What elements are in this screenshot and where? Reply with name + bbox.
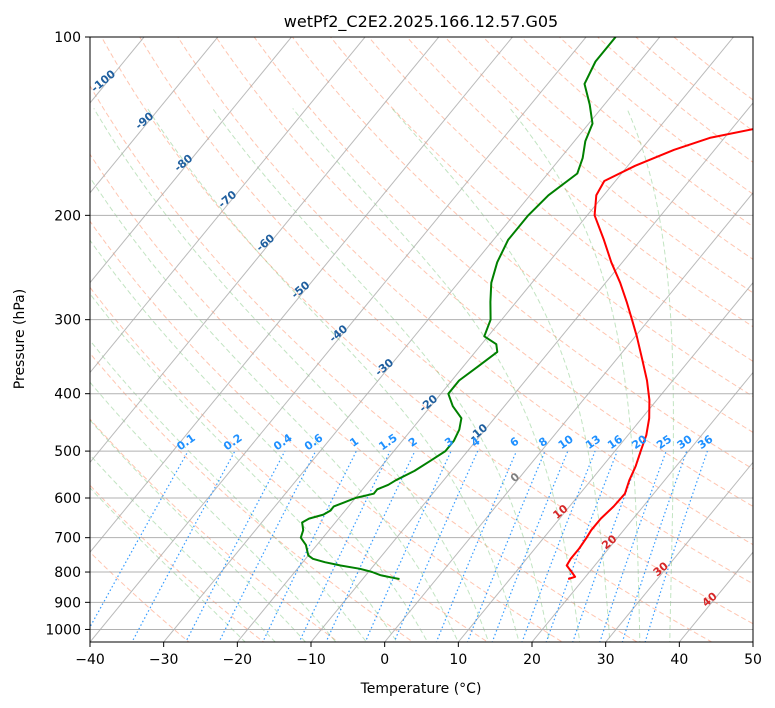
mixing-ratio-line (185, 450, 286, 642)
isotherm-line (531, 371, 753, 642)
mixing-ratio-line (621, 450, 688, 642)
dry-adiabat-line (90, 220, 564, 642)
isotherm-line (90, 37, 587, 642)
isotherm-line (236, 37, 735, 642)
dry-adiabat-line (367, 37, 753, 362)
dry-adiabat-line (596, 37, 753, 163)
dry-adiabat-line (520, 37, 753, 228)
mixing-ratio-line (572, 450, 643, 642)
moist-adiabat-line (90, 454, 276, 642)
isotherm-line (90, 37, 514, 553)
x-tick-label: −20 (223, 652, 253, 668)
moist-adiabat-line (626, 108, 674, 642)
dry-adiabat-line (253, 37, 753, 470)
plot-area (90, 37, 753, 642)
moist-adiabat-line (90, 487, 246, 642)
mixing-ratio-line (599, 450, 667, 642)
dry-adiabat-line (90, 352, 414, 642)
isotherm-line (605, 461, 753, 642)
x-tick-label: −40 (75, 652, 105, 668)
dry-adiabat-line (482, 37, 753, 260)
isotherm-line (310, 102, 753, 642)
x-tick-label: −30 (149, 652, 179, 668)
dry-adiabat-line (444, 37, 753, 294)
isotherm-line (457, 281, 753, 642)
moist-adiabat-line (147, 108, 520, 642)
y-axis-label: Pressure (hPa) (12, 289, 28, 389)
dry-adiabat-line (139, 37, 753, 585)
dry-adiabat-line (177, 37, 753, 546)
dry-adiabat-line (90, 418, 340, 642)
mixing-ratio-line (262, 450, 357, 642)
temperature-profile (565, 128, 753, 580)
y-tick-label: 800 (54, 565, 81, 581)
y-tick-label: 100 (54, 30, 81, 46)
axis-ticks: −40 −30 −20 −10 0 10 20 30 40 50 100 200 300 400 500 60… (45, 30, 762, 668)
moist-adiabat-line (90, 339, 367, 642)
mixing-ratio-line (131, 450, 236, 642)
x-tick-label: 30 (597, 652, 615, 668)
plot-frame (89, 36, 754, 643)
isotherm-line (163, 37, 661, 642)
isotherm-line (90, 37, 293, 284)
moist-adiabat-line (391, 108, 611, 642)
moist-adiabat-line (93, 108, 490, 642)
mixing-ratio-line (298, 450, 391, 642)
y-tick-label: 500 (54, 444, 81, 460)
dry-adiabat-line (90, 286, 489, 642)
mixing-ratio-line (393, 450, 479, 642)
y-tick-label: 900 (54, 595, 81, 611)
isotherm-line (384, 192, 753, 642)
dry-adiabat-line (215, 37, 753, 507)
mixing-ratio-line (466, 450, 546, 642)
x-tick-label: 40 (670, 652, 688, 668)
moist-adiabat-line (90, 292, 398, 642)
y-tick-label: 600 (54, 491, 81, 507)
dewpoint-profile (299, 37, 617, 580)
x-tick-label: −10 (296, 652, 326, 668)
dry-adiabat-line (90, 153, 639, 642)
moist-adiabat-line (90, 419, 307, 642)
sounding-profiles (299, 37, 753, 580)
moist-adiabat-line (90, 239, 429, 642)
dry-adiabat-line (635, 37, 753, 132)
y-tick-label: 1000 (45, 622, 81, 638)
x-tick-label: 20 (523, 652, 541, 668)
dry-adiabat-line (291, 37, 753, 433)
y-tick-label: 400 (54, 387, 81, 403)
x-axis-label: Temperature (°C) (360, 681, 482, 697)
isotherm-line (90, 37, 440, 464)
dry-adiabat-line (329, 37, 753, 398)
y-tick-label: 700 (54, 531, 81, 547)
moist-adiabat-line (509, 108, 641, 642)
isotherm-line (90, 37, 219, 194)
x-tick-label: 10 (449, 652, 467, 668)
y-tick-label: 200 (54, 208, 81, 224)
x-tick-label: 0 (380, 652, 389, 668)
y-tick-label: 300 (54, 313, 81, 329)
x-tick-label: 50 (744, 652, 762, 668)
isotherm-line (90, 37, 366, 374)
moist-adiabat-line (292, 108, 581, 642)
moist-adiabat-line (212, 108, 550, 642)
dry-adiabat-line (90, 84, 713, 642)
chart-title: wetPf2_C2E2.2025.166.12.57.G05 (284, 12, 558, 32)
mixing-ratio-line (435, 450, 518, 642)
moist-adiabat-line (90, 176, 459, 642)
background-lines (90, 37, 753, 642)
